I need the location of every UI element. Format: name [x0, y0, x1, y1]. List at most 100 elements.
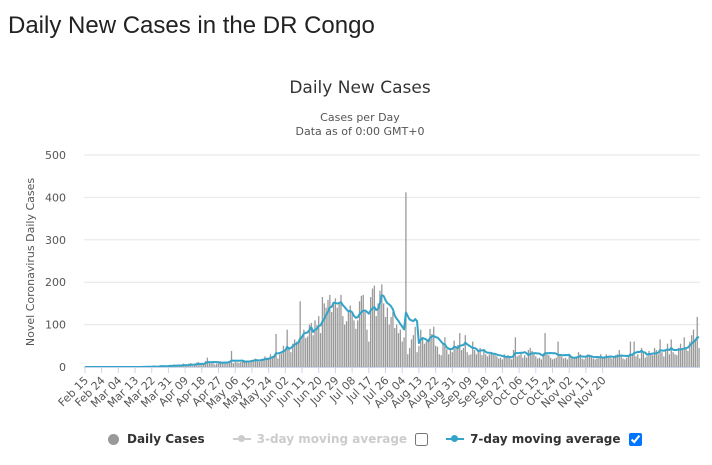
bar-day-298 [637, 354, 639, 367]
bar-day-213 [479, 347, 481, 367]
bar-day-133 [331, 311, 333, 367]
bar-day-114 [295, 341, 298, 367]
bar-day-112 [292, 343, 294, 367]
7day-average-checkbox[interactable] [628, 432, 642, 446]
bar-day-311 [661, 352, 663, 367]
bar-day-250 [548, 355, 550, 367]
bar-day-309 [657, 354, 659, 367]
bar-day-329 [694, 339, 697, 367]
bar-day-69 [212, 361, 214, 367]
bar-day-288 [618, 350, 620, 367]
bar-day-212 [477, 350, 479, 367]
3day-average-checkbox[interactable] [415, 432, 429, 446]
bar-day-117 [301, 337, 303, 367]
bar-day-106 [280, 353, 283, 367]
bar-day-263 [572, 358, 574, 367]
bar-day-191 [438, 354, 440, 367]
bar-day-131 [327, 300, 329, 367]
bar-day-238 [525, 357, 528, 367]
bar-day-210 [473, 350, 476, 367]
bar-day-307 [653, 347, 656, 367]
bar-day-276 [596, 358, 598, 367]
bar-day-262 [570, 357, 572, 367]
bar-day-264 [574, 357, 576, 367]
bar-day-319 [676, 355, 678, 367]
bar-day-231 [512, 350, 515, 367]
bar-day-274 [592, 358, 594, 367]
bar-day-137 [338, 303, 340, 367]
bar-day-240 [529, 347, 531, 367]
bar-day-88 [247, 361, 249, 367]
bar-day-96 [262, 358, 264, 367]
bar-day-324 [685, 347, 687, 367]
bar-day-217 [486, 356, 489, 367]
bar-day-89 [249, 361, 251, 367]
bar-day-178 [414, 326, 416, 367]
bar-day-59 [193, 364, 196, 367]
bar-day-260 [566, 359, 568, 367]
bar-day-165 [390, 316, 392, 367]
bar-day-183 [423, 343, 426, 367]
bar-day-158 [377, 303, 379, 367]
bar-day-306 [652, 355, 654, 367]
bar-day-125 [316, 325, 318, 367]
legend-item-daily-cases[interactable]: Daily Cases [108, 432, 205, 446]
bar-day-257 [561, 356, 563, 367]
bar-day-58 [191, 366, 194, 367]
y-tick-label-200: 200 [45, 276, 66, 289]
bar-day-95 [260, 359, 262, 367]
bar-day-124 [314, 320, 316, 367]
bar-day-168 [395, 324, 398, 367]
bar-day-182 [421, 337, 424, 367]
bar-day-215 [483, 350, 485, 367]
bar-day-323 [683, 337, 685, 367]
bar-day-187 [431, 333, 433, 367]
bar-day-170 [399, 329, 401, 367]
bar-day-108 [284, 350, 286, 367]
bar-day-70 [214, 364, 216, 367]
bar-day-154 [370, 297, 372, 367]
bar-day-80 [232, 363, 235, 367]
bar-day-180 [418, 345, 420, 367]
bar-day-174 [407, 354, 409, 367]
bar-day-150 [362, 294, 364, 367]
bar-day-245 [538, 357, 541, 367]
bar-day-152 [366, 329, 368, 367]
bar-day-290 [622, 358, 624, 367]
bar-day-310 [659, 339, 661, 367]
bar-day-127 [319, 333, 322, 367]
bar-day-101 [271, 356, 273, 367]
bar-day-203 [460, 350, 463, 367]
bar-day-129 [323, 303, 325, 367]
bar-day-303 [646, 356, 648, 367]
bar-day-237 [524, 355, 526, 367]
bar-day-121 [308, 324, 311, 367]
bar-day-118 [303, 329, 305, 367]
bar-day-162 [384, 316, 387, 367]
bar-day-251 [549, 357, 552, 367]
bar-day-192 [440, 355, 442, 367]
bar-day-206 [466, 352, 468, 367]
bar-day-138 [340, 294, 342, 367]
bar-day-62 [199, 364, 201, 367]
bar-day-140 [344, 324, 346, 367]
bar-day-105 [279, 354, 281, 367]
legend-item-3day-average[interactable]: 3-day moving average [232, 432, 407, 446]
legend-daily-cases-marker [108, 433, 119, 445]
y-gridlines [84, 154, 700, 368]
bar-day-92 [254, 358, 257, 367]
bar-day-110 [288, 349, 290, 367]
bar-day-327 [691, 335, 693, 367]
bar-day-313 [665, 350, 667, 367]
bar-day-111 [290, 352, 292, 367]
bar-day-94 [258, 361, 260, 367]
bar-day-179 [416, 352, 418, 367]
y-axis-label: Novel Coronavirus Daily Cases [24, 178, 37, 346]
bar-day-161 [383, 303, 385, 367]
legend-item-7day-average[interactable]: 7-day moving average [446, 432, 621, 446]
page-title: Daily New Cases in the DR Congo [8, 12, 375, 39]
bar-day-196 [447, 354, 450, 367]
bar-day-199 [453, 340, 455, 367]
bar-day-78 [229, 361, 231, 367]
